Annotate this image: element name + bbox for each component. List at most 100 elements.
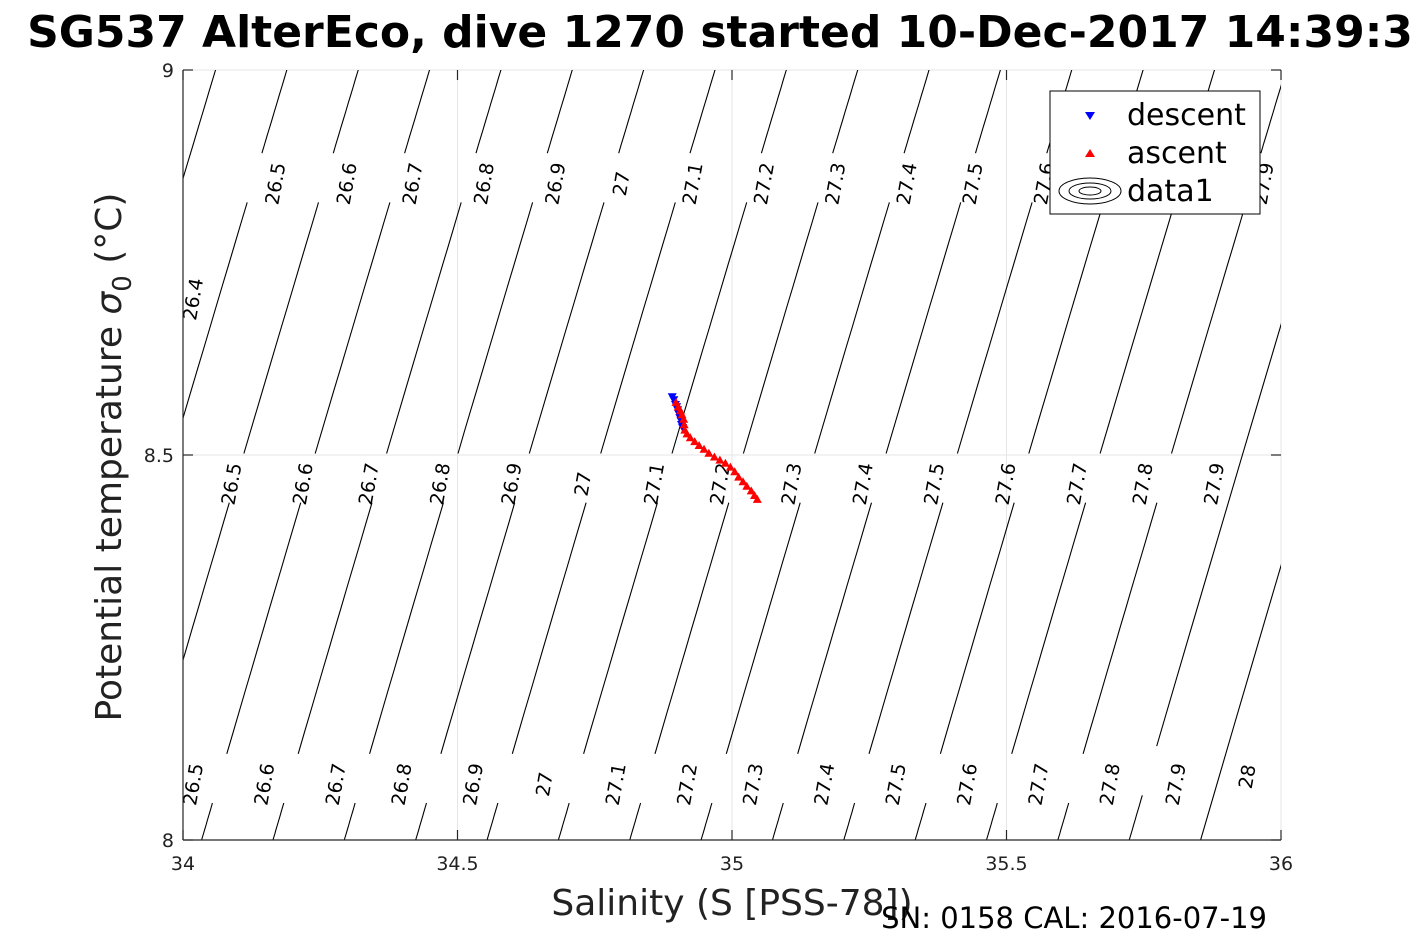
legend-descent-marker (1085, 112, 1095, 120)
legend-data1-label: data1 (1127, 174, 1214, 209)
sigma0-isopycnal (654, 502, 730, 754)
x-tick-label: 35.5 (985, 853, 1027, 875)
legend-ascent-marker (1085, 149, 1095, 157)
sigma0-isopycnal (557, 802, 570, 840)
ascent-point (730, 467, 740, 476)
sigma0-isopycnal (974, 70, 1001, 154)
sigma0-isopycnal (600, 202, 676, 454)
sigma0-isopycnal (1156, 322, 1281, 747)
sigma0-isopycnal (528, 202, 605, 454)
sigma0-isopycnal (689, 70, 716, 154)
legend-box (1049, 90, 1261, 215)
sigma0-isopycnal (868, 502, 944, 754)
serial-calibration-footer: SN: 0158 CAL: 2016-07-19 (881, 901, 1267, 935)
sigma0-isopycnal (486, 802, 499, 840)
chart-title: SG537 AlterEco, dive 1270 started 10-Dec… (27, 7, 1413, 58)
y-axis-label: Potential temperature σ0 (°C) (89, 193, 138, 722)
density-contour-labels: 26.426.5 26.6 26.7 26.8 26.9 27 27.1 27.2 27.3 27… (179, 161, 1279, 807)
sigma0-isopycnal (272, 802, 285, 840)
density-contours (54, 70, 1281, 855)
ascent-point (685, 433, 695, 442)
x-tick-label: 34.5 (436, 853, 478, 875)
sigma0-isopycnal (725, 502, 801, 754)
sigma0-isopycnal (1057, 802, 1070, 840)
sigma0-isopycnal (797, 502, 873, 754)
sigma0-isopycnal (742, 202, 819, 454)
ascent-point (720, 458, 730, 467)
ascent-point (738, 477, 748, 486)
sigma0-isopycnal (126, 803, 141, 855)
x-tick-label: 34 (171, 853, 195, 875)
y-tick-label: 9 (162, 60, 174, 82)
sigma0-isopycnal (546, 70, 573, 154)
sigma0-isopycnal (1260, 84, 1281, 154)
x-axis-label: Salinity (S [PSS-78]) (551, 883, 912, 924)
sigma0-isopycnal (226, 502, 302, 754)
isopycnal-label: 28 (1235, 763, 1261, 791)
sigma0-isopycnal (629, 802, 642, 840)
x-tick-label: 35 (720, 853, 744, 875)
sigma0-isopycnal (1128, 795, 1143, 840)
sigma0-isopycnal (671, 202, 748, 454)
sigma0-isopycnal (771, 802, 784, 840)
y-axis-label-main: Potential temperature (89, 315, 130, 722)
sigma0-isopycnal (201, 802, 213, 840)
sigma0-isopycnal (583, 502, 658, 754)
isopycnal-label: 27 (570, 470, 596, 498)
sigma0-isopycnal (261, 70, 288, 154)
x-ticks: 34 34.5 35 35.5 36 (171, 70, 1293, 875)
y-tick-label: 8.5 (144, 445, 174, 467)
sigma0-isopycnal (415, 802, 428, 840)
isopycnal-label: 27 (609, 170, 635, 198)
sigma0-isopycnal (54, 803, 69, 855)
sigma0-isopycnal (700, 802, 713, 840)
ascent-point (734, 472, 744, 481)
ascent-point (725, 462, 735, 471)
sigma0-isopycnal (843, 802, 856, 840)
ascent-point (679, 414, 689, 423)
y-axis-label-unit: (°C) (89, 193, 130, 276)
sigma0-isopycnal (939, 502, 1015, 754)
isopycnal-label: 27 (532, 771, 558, 799)
sigma0-isopycnal (885, 202, 962, 454)
sigma0-isopycnal (1200, 563, 1281, 840)
ascent-point (752, 494, 762, 503)
sigma0-isopycnal (369, 502, 444, 754)
ascent-point (709, 452, 719, 461)
data-points (667, 393, 762, 503)
sigma0-isopycnal (618, 70, 645, 154)
sigma0-isopycnal (386, 202, 462, 454)
sigma0-isopycnal (903, 70, 930, 154)
y-axis-label-sigma: σ (89, 291, 130, 315)
sigma0-isopycnal (343, 802, 356, 840)
legend-contour-marker (1058, 177, 1122, 205)
sigma0-isopycnal (183, 502, 230, 662)
sigma0-isopycnal (1082, 502, 1158, 754)
sigma0-isopycnal (1011, 502, 1087, 754)
sigma0-isopycnal (475, 70, 502, 154)
sigma0-isopycnal (440, 502, 516, 754)
sigma0-isopycnal (183, 70, 217, 181)
sigma0-isopycnal (332, 70, 359, 154)
ascent-point (742, 481, 752, 490)
sigma0-isopycnal (243, 202, 320, 454)
legend: descent ascent data1 (1049, 90, 1261, 215)
ascent-point (694, 441, 704, 449)
x-tick-label: 36 (1269, 853, 1293, 875)
legend-descent-label: descent (1127, 98, 1246, 133)
ascent-point (679, 420, 689, 429)
ascent-point (746, 486, 756, 495)
sigma0-isopycnal (832, 70, 859, 154)
sigma0-isopycnal (956, 202, 1033, 454)
y-ticks: 88.59 (144, 60, 1281, 852)
sigma0-isopycnal (297, 502, 373, 754)
sigma0-isopycnal (985, 802, 998, 840)
sigma0-isopycnal (814, 202, 890, 454)
sigma0-isopycnal (404, 70, 431, 154)
ascent-point (704, 448, 714, 457)
ascent-point (690, 437, 700, 446)
sigma0-isopycnal (511, 502, 587, 754)
y-tick-label: 8 (162, 830, 174, 852)
ascent-point (699, 444, 709, 453)
y-axis-label-subscript: 0 (108, 275, 138, 292)
